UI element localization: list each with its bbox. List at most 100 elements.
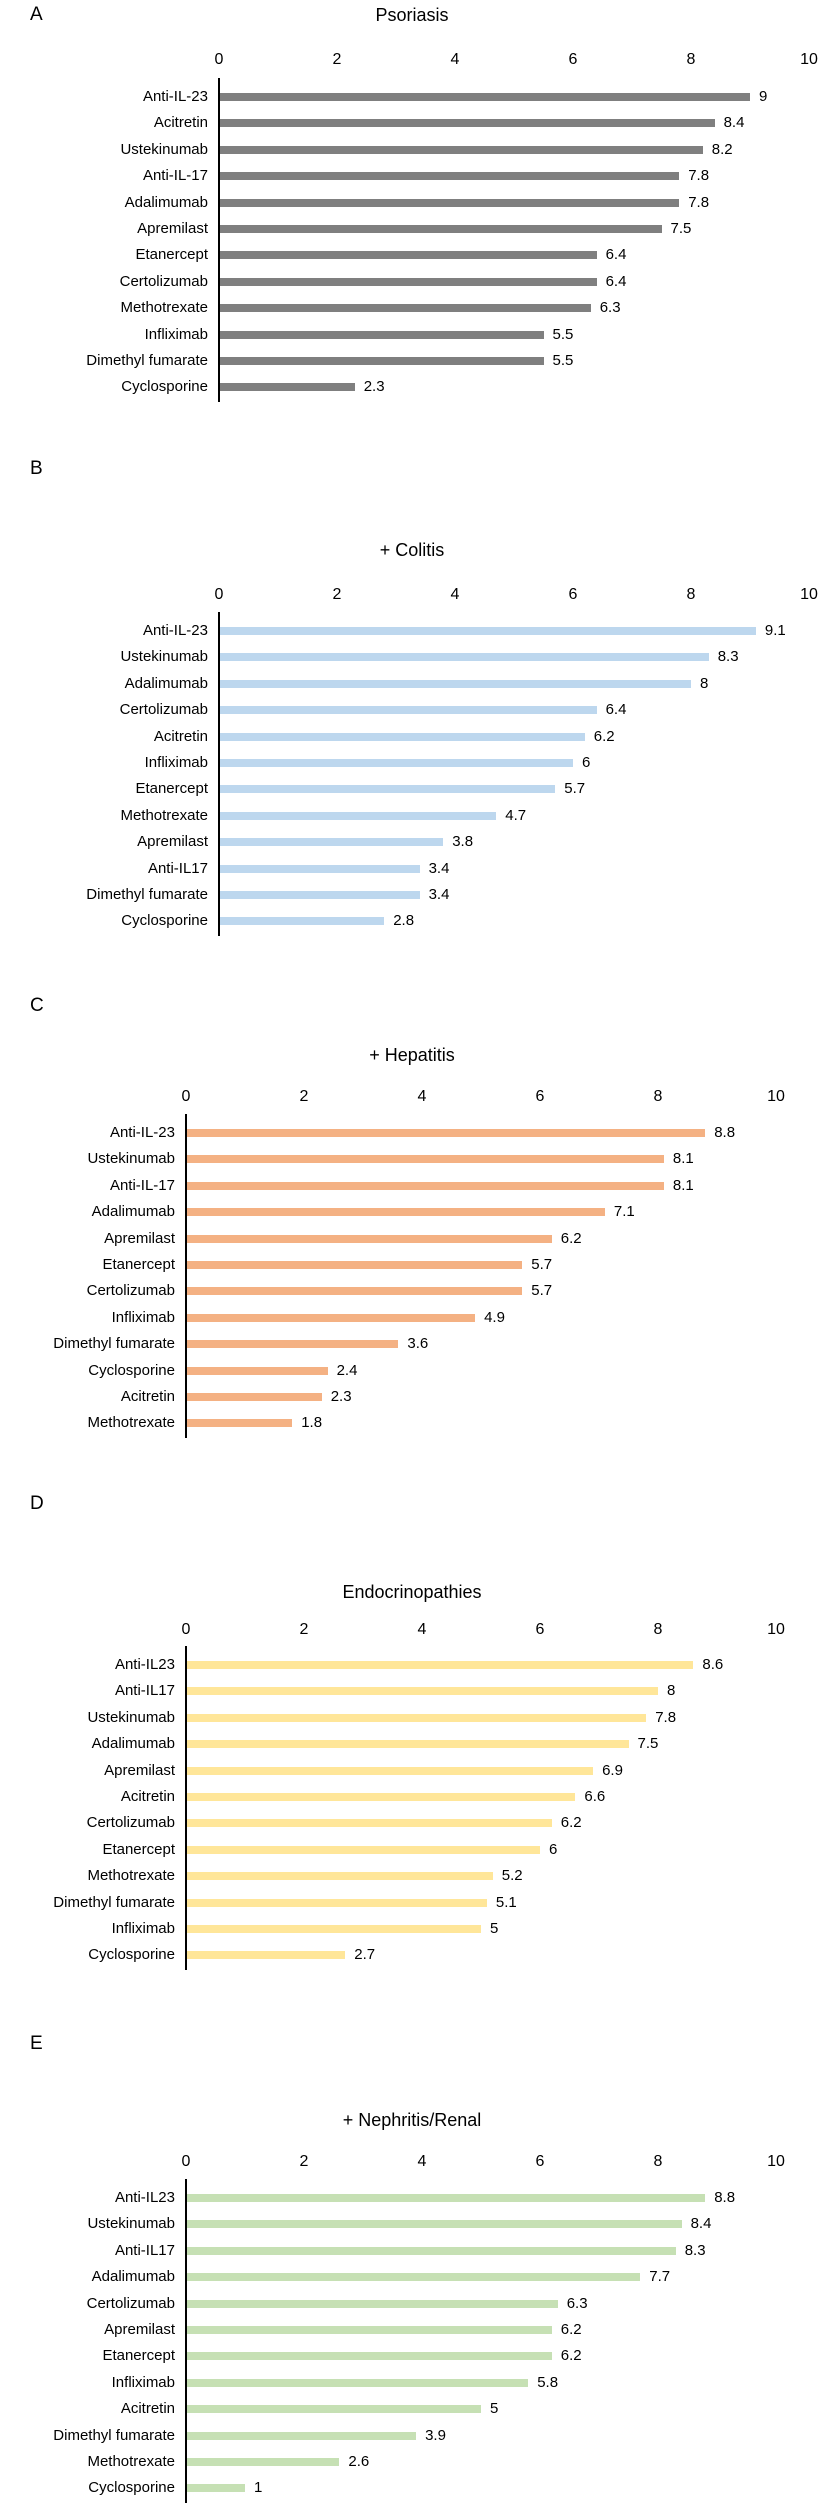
bar — [187, 2352, 552, 2361]
category-label: Anti-IL-23 — [142, 88, 208, 105]
bar — [220, 198, 680, 207]
bar-value: 7.8 — [688, 167, 710, 185]
category-label: Anti-IL-23 — [142, 622, 208, 639]
bar — [220, 759, 573, 767]
bar — [187, 1366, 328, 1375]
bar — [187, 1661, 694, 1669]
bar-value: 5.8 — [537, 2373, 559, 2391]
bar — [220, 917, 385, 926]
category-label: Apremilast — [104, 2321, 175, 2338]
bar-value: 8 — [667, 1682, 676, 1700]
category-label: Anti-IL17 — [147, 859, 208, 877]
category-label: Cyclosporine — [88, 2479, 175, 2497]
bar — [187, 1208, 605, 1217]
x-axis-tick: 4 — [450, 51, 460, 68]
x-axis-tick: 0 — [214, 51, 224, 68]
bar — [187, 1313, 476, 1322]
category-label: Infliximab — [144, 325, 208, 343]
x-axis-tick: 8 — [653, 1621, 663, 1638]
x-axis-tick: 0 — [181, 2153, 191, 2170]
y-axis-line — [185, 1646, 187, 1970]
category-label: Adalimumab — [91, 2268, 175, 2286]
category-label: Etanercept — [102, 1256, 175, 1273]
bar — [220, 357, 544, 365]
category-label: Cyclosporine — [88, 1946, 175, 1964]
category-label: Certolizumab — [119, 701, 208, 719]
x-axis-tick: 10 — [800, 51, 818, 68]
bar-value: 6.2 — [593, 727, 615, 745]
bar — [220, 383, 355, 392]
bar-value: 7.5 — [670, 220, 692, 237]
bar-value: 5.5 — [552, 325, 574, 343]
bar — [220, 706, 597, 715]
bar — [220, 119, 715, 128]
x-axis-tick: 6 — [568, 51, 578, 68]
category-label: Cyclosporine — [88, 1361, 175, 1379]
bar — [187, 1340, 399, 1349]
category-label: Dimethyl fumarate — [53, 1893, 175, 1911]
bar-value: 6.4 — [605, 246, 627, 264]
bar-value: 6 — [582, 754, 591, 771]
chart-title: + Colitis — [379, 540, 445, 560]
bar-value: 2.4 — [336, 1361, 358, 1379]
category-label: Etanercept — [102, 2347, 175, 2365]
bar — [220, 891, 420, 899]
bar-value: 8.6 — [702, 1656, 724, 1673]
category-label: Anti-IL17 — [114, 2241, 175, 2259]
category-label: Anti-IL-23 — [109, 1124, 175, 1141]
bar-value: 8.4 — [723, 114, 745, 132]
category-label: Acitretin — [120, 2400, 175, 2418]
bar-value: 5 — [490, 1920, 499, 1937]
bar-value: 3.8 — [452, 833, 474, 851]
bar-value: 7.5 — [637, 1735, 659, 1753]
bar-value: 8.2 — [711, 140, 733, 158]
category-label: Acitretin — [153, 114, 208, 132]
category-label: Anti-IL-17 — [109, 1176, 175, 1194]
x-axis-tick: 10 — [767, 1621, 785, 1638]
bar — [220, 679, 691, 688]
category-label: Methotrexate — [87, 1414, 175, 1432]
panel-letter: C — [30, 995, 44, 1016]
chart-title: + Nephritis/Renal — [342, 2110, 482, 2130]
bar-value: 6.2 — [560, 2347, 582, 2365]
bar-value: 2.8 — [393, 912, 415, 930]
bar — [187, 1819, 552, 1828]
bar — [220, 864, 420, 873]
bar-value: 3.9 — [425, 2426, 446, 2444]
category-label: Dimethyl fumarate — [53, 2426, 175, 2444]
bar-value: 6.4 — [605, 701, 627, 719]
category-label: Methotrexate — [120, 299, 208, 317]
bar — [187, 2378, 529, 2387]
y-axis-line — [185, 1114, 187, 1438]
bar — [220, 653, 709, 662]
bar — [187, 2405, 481, 2414]
bar — [220, 93, 750, 101]
category-label: Infliximab — [111, 1308, 175, 1326]
x-axis-tick: 2 — [299, 1621, 309, 1638]
category-label: Adalimumab — [91, 1203, 175, 1221]
bar-value: 5.7 — [531, 1282, 553, 1300]
bar — [187, 2273, 641, 2282]
bar — [187, 2326, 552, 2334]
category-label: Apremilast — [137, 833, 208, 851]
bar-value: 6.3 — [566, 2294, 588, 2312]
x-axis-tick: 4 — [417, 1088, 427, 1105]
bar-value: 5.5 — [552, 352, 574, 369]
y-axis-line — [218, 612, 220, 936]
bar-value: 5.7 — [564, 780, 586, 798]
bar — [220, 627, 756, 635]
category-label: Ustekinumab — [87, 1708, 175, 1726]
bar-value: 6.6 — [584, 1788, 606, 1805]
category-label: Dimethyl fumarate — [86, 352, 208, 369]
bar-value: 5 — [490, 2400, 499, 2418]
x-axis-tick: 10 — [767, 2153, 785, 2170]
category-label: Adalimumab — [91, 1735, 175, 1753]
category-label: Apremilast — [104, 1761, 175, 1779]
bar — [187, 1687, 658, 1696]
category-label: Methotrexate — [87, 2453, 175, 2470]
bar-value: 5.2 — [501, 1867, 523, 1885]
category-label: Dimethyl fumarate — [53, 1335, 175, 1353]
bar — [220, 304, 591, 313]
bar-value: 6.2 — [560, 1814, 582, 1832]
bar-value: 6 — [549, 1840, 558, 1858]
